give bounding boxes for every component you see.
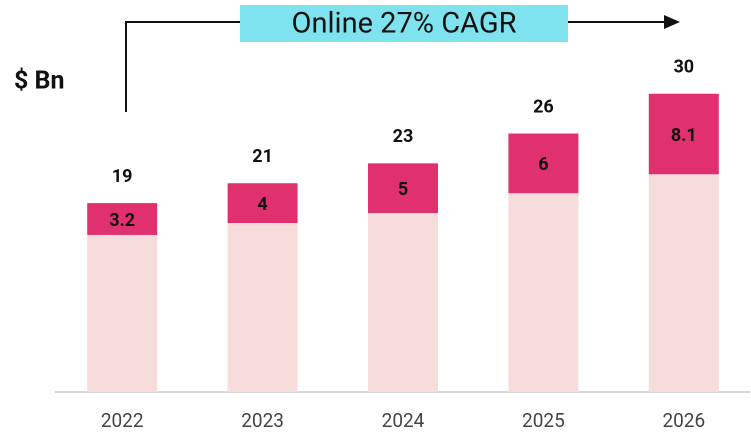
x-tick-label: 2026	[662, 409, 705, 432]
value-label: 5	[398, 179, 408, 200]
cagr-arrow	[125, 21, 665, 112]
annotation: Online 27% CAGR	[292, 7, 517, 41]
bar-segment	[648, 93, 719, 175]
value-label: 6	[538, 154, 548, 175]
bar-segment	[368, 213, 438, 392]
bar-segment	[87, 234, 158, 392]
x-tick-label: 2023	[241, 409, 284, 432]
bar-segment	[227, 223, 298, 392]
x-tick-label: 2025	[522, 409, 565, 432]
arrow-head	[664, 15, 680, 29]
value-label: 3.2	[109, 210, 135, 231]
total-label: 21	[252, 146, 273, 167]
bar-segment	[508, 193, 579, 392]
value-label: 8.1	[671, 125, 697, 146]
bar-segment	[227, 183, 298, 223]
total-label: 30	[673, 57, 694, 78]
bar-segment	[508, 133, 579, 194]
bar-segment	[87, 203, 158, 235]
y-label: $ Bn	[14, 67, 65, 96]
total-label: 23	[393, 126, 414, 147]
arrow-line	[125, 21, 240, 112]
x-tick-label: 2024	[382, 409, 425, 432]
x-tick-label: 2022	[101, 409, 144, 432]
bar-segment	[648, 174, 719, 392]
total-label: 19	[112, 166, 133, 187]
value-label: 4	[257, 194, 267, 215]
annotation-box	[240, 5, 568, 42]
total-label: 26	[533, 96, 554, 117]
bar-segment	[368, 163, 438, 214]
